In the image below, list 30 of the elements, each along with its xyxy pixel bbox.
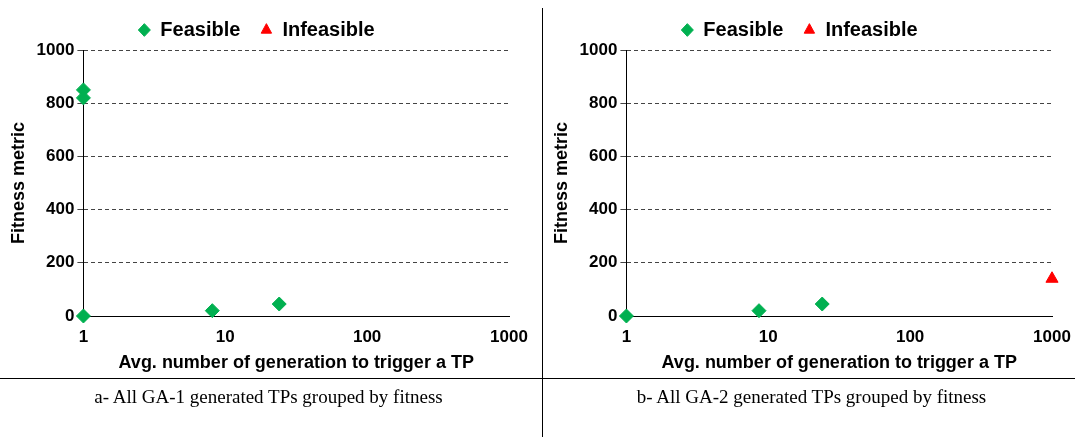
x-tick-label: 100	[895, 326, 925, 346]
y-tick-label: 200	[46, 252, 75, 272]
x-tick-label: 1	[78, 326, 89, 346]
legend-label: Feasible	[160, 17, 241, 40]
x-tick-label: 10	[215, 326, 235, 346]
x-tick-label: 100	[352, 326, 382, 346]
y-axis-title: Fitness metric	[550, 121, 571, 245]
y-tick-label: 1000	[579, 39, 618, 59]
y-tick-label: 200	[589, 252, 618, 272]
text: b- All GA-2 generated TPs grouped by fitness	[635, 386, 988, 408]
y-tick-label: 800	[589, 92, 618, 112]
y-tick-label: 600	[46, 146, 75, 166]
x-tick-label: 10	[758, 326, 778, 346]
x-tick-label: 1	[621, 326, 632, 346]
y-tick-label: 600	[589, 146, 618, 166]
y-tick-label: 1000	[36, 39, 75, 59]
text: a- All GA-1 generated TPs grouped by fitness	[93, 386, 444, 408]
y-tick-label: 0	[64, 305, 75, 325]
legend-label: Infeasible	[825, 17, 918, 40]
y-axis-title: Fitness metric	[7, 121, 28, 245]
x-axis-title: Avg. number of generation to trigger a TP	[661, 352, 1017, 373]
legend-label: Infeasible	[282, 17, 375, 40]
x-tick-label: 1000	[490, 326, 528, 346]
x-tick-label: 1000	[1033, 326, 1071, 346]
y-tick-label: 400	[46, 199, 75, 219]
y-tick-label: 800	[46, 92, 75, 112]
legend-label: Feasible	[703, 17, 784, 40]
y-tick-label: 0	[607, 305, 618, 325]
y-tick-label: 400	[589, 199, 618, 219]
x-axis-title: Avg. number of generation to trigger a TP	[118, 352, 474, 373]
